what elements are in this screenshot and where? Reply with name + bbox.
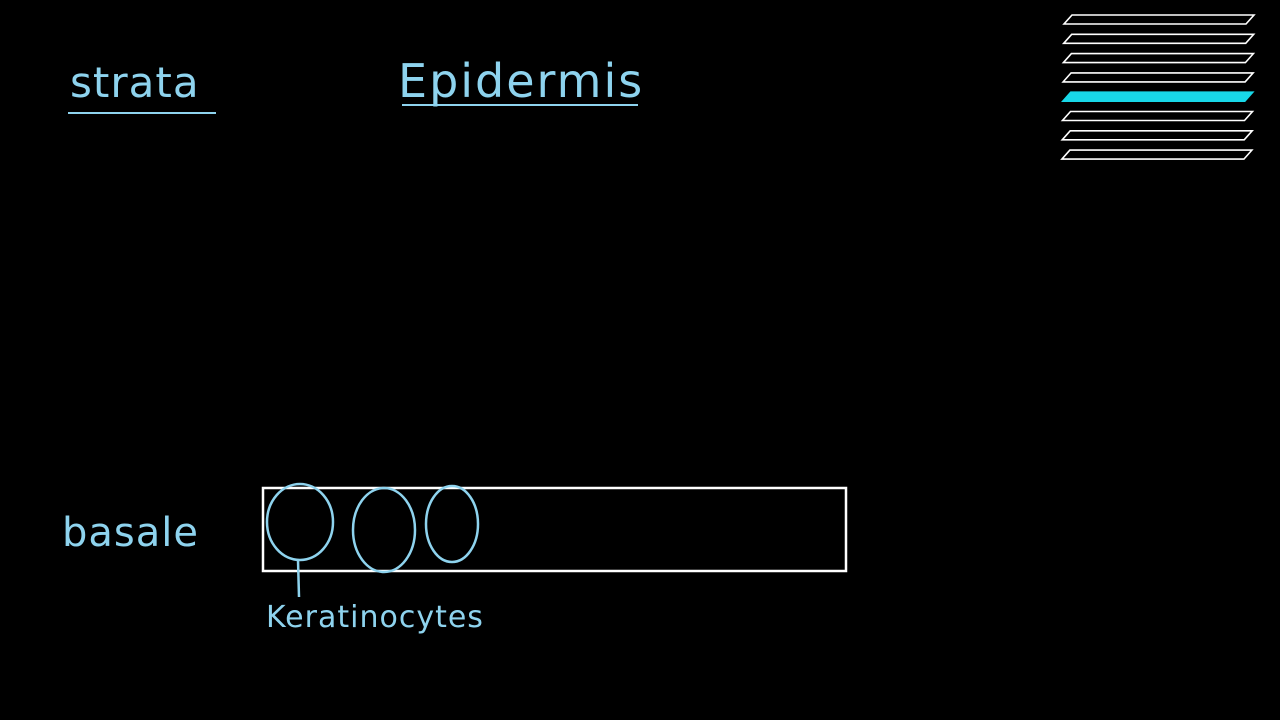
layer-outline bbox=[1061, 72, 1255, 83]
keratinocytes-label: Keratinocytes bbox=[266, 600, 484, 635]
epidermis-heading: Epidermis bbox=[398, 54, 645, 108]
basale-label: basale bbox=[62, 510, 199, 556]
stratum-basale-box bbox=[261, 486, 848, 573]
layer-outline bbox=[1060, 110, 1255, 122]
highlighted-layer bbox=[1061, 91, 1255, 102]
layer-outline bbox=[1062, 14, 1256, 25]
epidermis-layer-stack bbox=[1060, 14, 1256, 160]
epidermis-underline bbox=[402, 104, 638, 106]
keratinocyte-cell bbox=[265, 482, 335, 562]
keratinocyte-cell bbox=[424, 484, 480, 564]
layer-outline bbox=[1060, 149, 1254, 160]
layer-outline bbox=[1060, 130, 1254, 141]
strata-heading: strata bbox=[70, 58, 200, 107]
layer-outline bbox=[1061, 33, 1256, 45]
keratinocyte-pointer-line bbox=[296, 559, 301, 598]
strata-underline bbox=[68, 112, 216, 114]
layer-outline bbox=[1061, 52, 1256, 64]
keratinocyte-cell bbox=[351, 486, 417, 574]
